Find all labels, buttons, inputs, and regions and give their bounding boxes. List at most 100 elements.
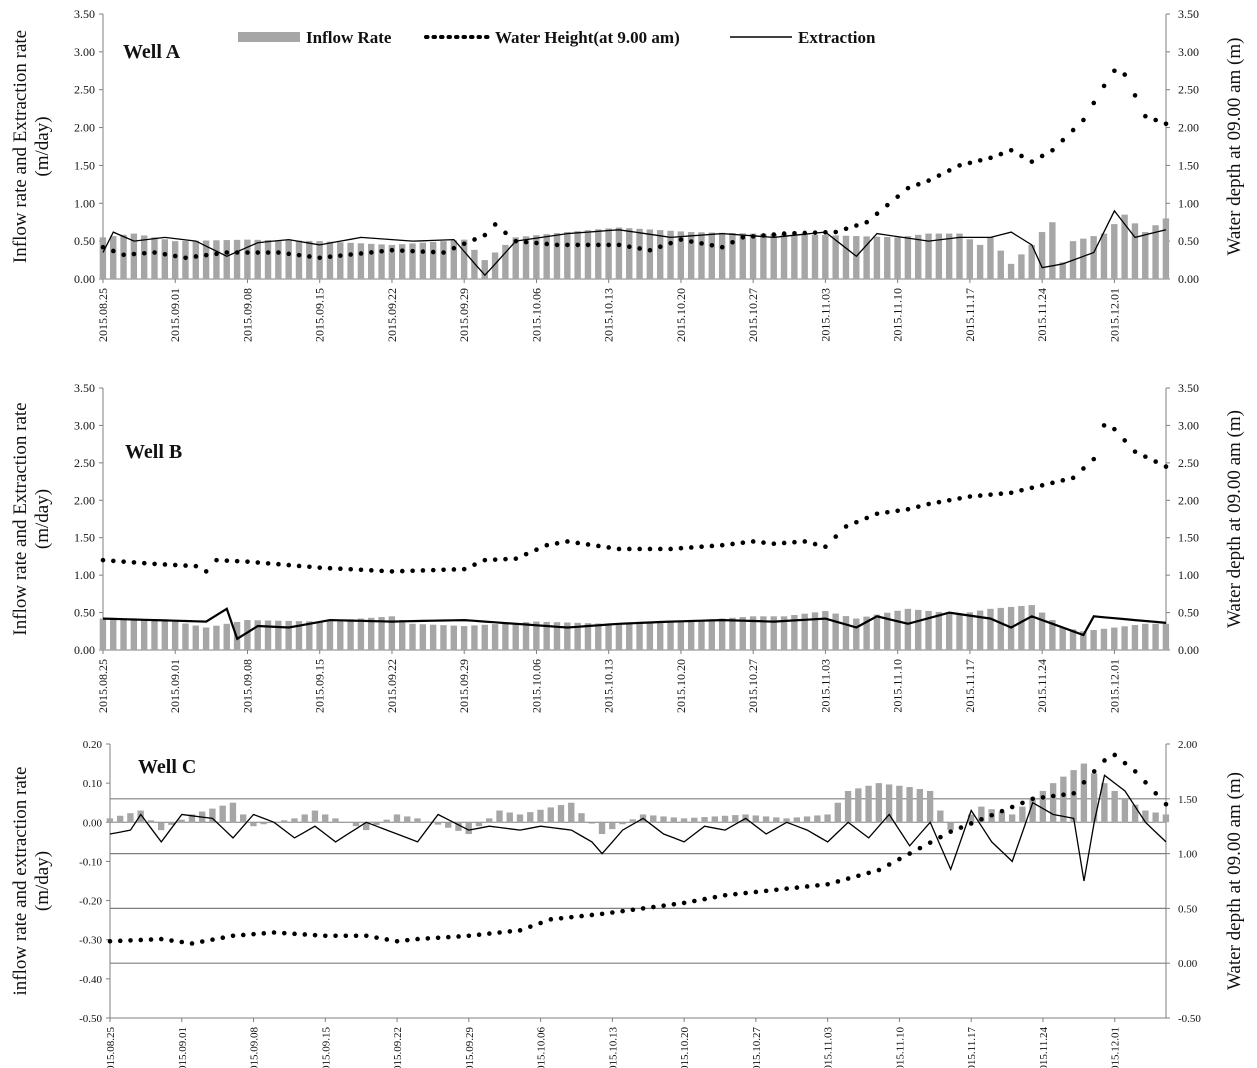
inflow-bar [250,822,257,827]
water-height-point [1101,83,1107,89]
inflow-bar [1028,244,1035,279]
water-height-point [410,568,415,574]
inflow-bar [398,244,406,279]
inflow-bar [770,616,777,650]
legend-inflow-swatch [238,32,300,42]
water-height-point [823,544,828,549]
inflow-bar [966,239,974,279]
inflow-bar [803,816,811,823]
water-height-point [1153,117,1158,123]
inflow-bar [522,622,530,650]
x-tick-label: 2015.09.29 [457,288,471,342]
water-height-point [722,892,728,898]
inflow-bar [137,810,144,823]
water-height-point [369,568,374,573]
water-height-point [162,562,168,567]
inflow-bar [1060,776,1067,823]
water-height-point [425,936,431,941]
inflow-bar [925,610,932,650]
x-tick-label: 2015.10.06 [536,1027,548,1068]
water-height-point [709,543,715,549]
water-height-point [224,250,230,255]
water-height-point [517,928,523,933]
water-height-point [763,888,769,894]
inflow-bar [670,817,677,823]
inflow-bar [884,612,891,650]
x-tick-label: 2015.11.10 [891,288,905,342]
water-height-dots [100,423,1169,574]
water-height-point [307,254,312,259]
water-height-point [503,556,508,562]
y-tick-label: 3.00 [74,45,95,59]
inflow-bar [656,622,664,650]
water-height-point [1009,804,1015,810]
water-height-point [1091,456,1097,462]
water-height-point [100,244,106,250]
inflow-bar [409,623,416,650]
inflow-bar [1131,625,1139,650]
water-height-point [616,242,622,248]
water-height-point [1132,93,1138,98]
water-height-point [802,539,808,544]
water-height-point [389,569,395,574]
water-height-point [671,901,677,907]
inflow-bar [626,228,633,279]
inflow-bar [875,783,883,823]
inflow-bar [677,621,685,650]
inflow-bar [171,621,179,650]
water-height-point [733,891,738,897]
inflow-bar [398,620,406,650]
water-height-point [585,242,591,248]
well-b-chart: Well B 0.000.501.001.502.002.503.003.500… [10,381,1245,713]
water-height-point [668,240,673,246]
water-height-point [317,255,323,261]
water-height-point [1019,153,1024,159]
inflow-bar [1049,783,1057,823]
inflow-bar [1162,623,1170,650]
water-height-point [286,562,292,568]
water-height-point [1020,800,1025,806]
water-height-point [905,506,911,512]
inflow-bar [553,622,561,650]
inflow-bar [502,623,509,650]
inflow-bar [229,802,237,823]
x-tick-label: 2015.09.08 [240,659,254,713]
inflow-bar [465,822,472,835]
inflow-bar [906,787,913,823]
inflow-bar [120,619,127,650]
inflow-bar [615,227,623,279]
y2-tick-label: 1.50 [1178,158,1199,172]
inflow-bar [598,822,606,835]
y2-tick-label: 0.50 [1178,234,1199,248]
inflow-bar [1049,222,1056,279]
inflow-bar [388,244,396,279]
inflow-bar [584,230,592,279]
water-height-point [554,242,560,248]
inflow-bar [729,617,736,650]
water-height-point [214,251,219,257]
water-height-point [885,202,890,208]
water-height-point [895,194,900,199]
water-height-point [948,829,953,834]
inflow-bar [260,822,267,825]
inflow-bar [192,625,199,650]
inflow-bar [636,622,643,650]
water-height-point [281,930,287,936]
inflow-bar [915,234,922,279]
y-tick-label: 0.10 [83,778,103,790]
inflow-bar [646,229,654,279]
inflow-bar [793,817,800,823]
inflow-bar [202,240,210,279]
water-height-point [1153,791,1159,796]
water-height-point [152,250,157,255]
water-height-point [730,239,735,245]
water-height-point [771,232,777,237]
water-height-point [152,561,157,567]
water-height-point [214,557,219,563]
water-height-point [1143,780,1148,785]
inflow-bar [605,623,612,650]
water-height-point [854,519,859,525]
water-height-point [1050,480,1055,486]
inflow-bar [1131,223,1139,279]
water-height-point [1091,100,1097,106]
